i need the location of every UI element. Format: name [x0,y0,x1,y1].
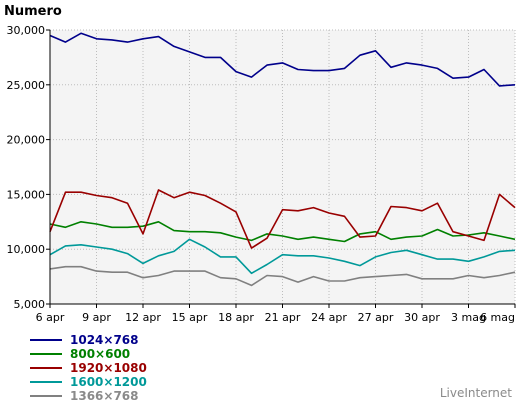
x-tick-label: 6 apr [36,311,65,324]
brand-label: LiveInternet [439,386,512,400]
legend-swatch [30,353,62,355]
y-tick-label: 30,000 [7,24,46,37]
y-tick-label: 25,000 [7,79,46,92]
legend-swatch [30,395,62,397]
x-tick-label: 9 apr [82,311,111,324]
legend-item: 1024×768 [30,333,147,347]
plot-area [50,30,515,304]
y-tick-label: 15,000 [7,188,46,201]
x-tick-label: 12 apr [125,311,161,324]
legend-item: 1920×1080 [30,361,147,375]
series-line [49,265,516,287]
x-tick-label: 18 apr [218,311,254,324]
legend-label: 1920×1080 [70,361,147,375]
x-tick-label: 30 apr [404,311,440,324]
legend-label: 1600×1200 [70,375,147,389]
x-tick-label: 27 apr [358,311,394,324]
x-tick-label: 6 mag [480,311,515,324]
series-line [49,189,516,249]
x-tick-label: 21 apr [265,311,301,324]
legend-label: 1366×768 [70,389,139,403]
legend-item: 1366×768 [30,389,147,403]
series-line [49,32,516,87]
legend-label: 1024×768 [70,333,139,347]
x-tick-label: 24 apr [311,311,347,324]
legend-item: 1600×1200 [30,375,147,389]
series-line [49,221,516,243]
legend-swatch [30,339,62,341]
y-tick-label: 5,000 [14,298,46,311]
legend-swatch [30,367,62,369]
legend-item: 800×600 [30,347,147,361]
series-line [49,238,516,275]
legend-label: 800×600 [70,347,131,361]
legend-swatch [30,381,62,383]
x-tick-label: 15 apr [172,311,208,324]
legend: 1024×768 800×600 1920×1080 1600×1200 136… [30,333,147,403]
y-axis-label: Numero [4,4,62,19]
y-tick-label: 10,000 [7,243,46,256]
x-tick-label: 3 mag [451,311,486,324]
y-tick-label: 20,000 [7,134,46,147]
